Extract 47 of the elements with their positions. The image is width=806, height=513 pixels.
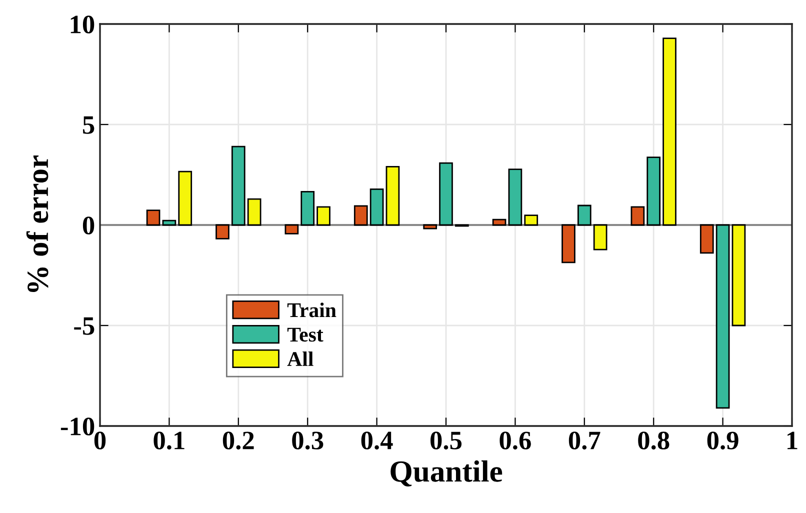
x-tick-label: 1 bbox=[788, 432, 798, 450]
x-tick-label: 0.6 bbox=[500, 432, 531, 450]
x-tick-label: 0.9 bbox=[707, 432, 738, 450]
y-tick-label: 10 bbox=[70, 16, 94, 34]
x-tick-label: 0.8 bbox=[638, 432, 670, 450]
bar bbox=[439, 162, 453, 226]
bar bbox=[700, 224, 714, 254]
bar bbox=[216, 224, 230, 240]
x-tick-label: 0.2 bbox=[222, 432, 254, 450]
bar bbox=[646, 156, 661, 226]
bar bbox=[508, 168, 522, 226]
bar bbox=[716, 224, 730, 409]
bar bbox=[386, 166, 400, 226]
bar bbox=[577, 204, 592, 226]
legend-label: All bbox=[287, 351, 314, 366]
bar bbox=[284, 224, 299, 234]
bar bbox=[662, 38, 676, 226]
bar bbox=[300, 190, 315, 226]
legend-label: Train bbox=[287, 302, 336, 318]
x-tick-label: 0.5 bbox=[430, 432, 462, 450]
x-tick-label: 0.7 bbox=[568, 432, 600, 450]
bar bbox=[146, 210, 160, 226]
y-tick-label: -5 bbox=[74, 317, 94, 335]
y-tick-label: 0 bbox=[82, 216, 94, 234]
bar bbox=[732, 224, 746, 326]
bar bbox=[593, 224, 608, 250]
y-tick-label: -10 bbox=[60, 418, 94, 436]
x-tick-label: 0.3 bbox=[292, 432, 324, 450]
bar bbox=[524, 214, 538, 226]
x-axis-title: Quantile bbox=[390, 460, 502, 487]
bar bbox=[247, 198, 262, 226]
y-tick-label: 5 bbox=[83, 116, 94, 134]
bar bbox=[231, 146, 246, 226]
bar bbox=[316, 206, 330, 226]
x-tick-label: 0.4 bbox=[361, 432, 393, 450]
bar bbox=[162, 220, 176, 226]
bar bbox=[370, 188, 384, 226]
bar bbox=[492, 218, 506, 226]
bar bbox=[354, 205, 368, 226]
bar bbox=[178, 170, 192, 226]
x-tick-label: 0.1 bbox=[154, 432, 184, 450]
bar bbox=[562, 224, 576, 264]
legend-label: Test bbox=[287, 328, 324, 342]
bar bbox=[630, 206, 645, 226]
bar bbox=[423, 224, 438, 230]
x-tick-label: 0 bbox=[94, 432, 106, 450]
y-axis-title: % of error bbox=[26, 156, 48, 292]
